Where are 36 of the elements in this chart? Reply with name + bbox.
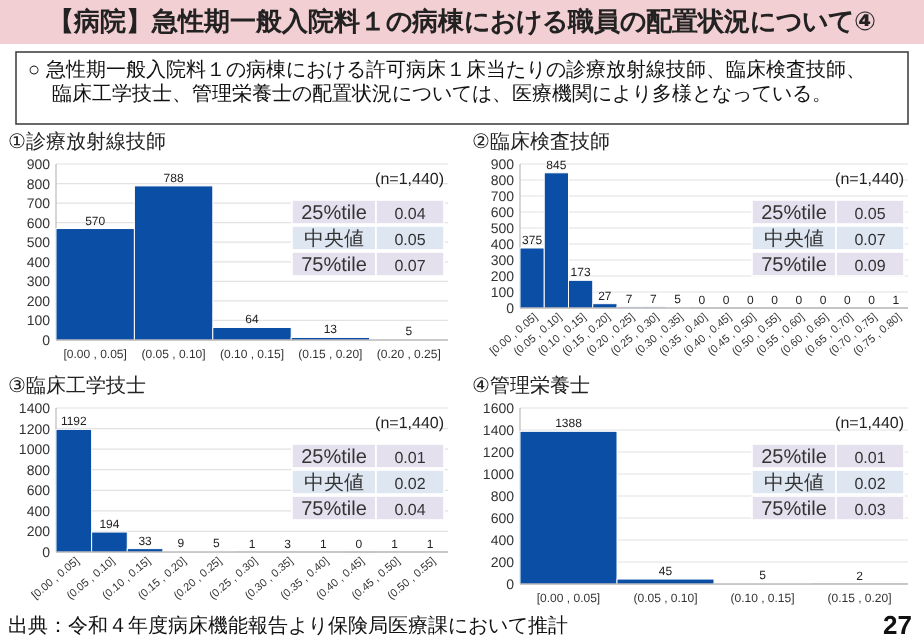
annotation: 中央値 xyxy=(304,471,364,495)
annotation: 0.02 xyxy=(854,475,887,493)
annotation: 中央値 xyxy=(304,227,364,251)
annotation: 0.04 xyxy=(394,205,427,223)
annotation: 0.05 xyxy=(854,205,887,223)
annotation: 0.01 xyxy=(854,449,887,467)
annotation: 0.02 xyxy=(394,475,427,493)
annotation: 25%tile xyxy=(301,203,368,225)
chart-title: ②臨床検査技師 xyxy=(472,130,610,154)
annotation: 0.07 xyxy=(854,231,887,249)
annotation: 0.05 xyxy=(394,231,427,249)
chart-title: ①診療放射線技師 xyxy=(8,130,166,154)
annotation: 25%tile xyxy=(301,447,368,469)
annotation: 中央値 xyxy=(764,227,824,251)
annotation: 25%tile xyxy=(761,203,828,225)
text: 27 xyxy=(883,610,912,640)
annotation: 0.04 xyxy=(394,501,427,519)
annotation: 0.03 xyxy=(854,501,887,519)
text: 【病院】急性期一般入院料１の病棟における職員の配置状況について④ xyxy=(47,6,877,36)
annotation: 75%tile xyxy=(301,255,368,277)
annotation: (n=1,440) xyxy=(835,414,905,432)
annotation: 75%tile xyxy=(301,499,368,521)
annotation: 中央値 xyxy=(764,471,824,495)
annotation: 0.09 xyxy=(854,257,887,275)
annotation: 0.07 xyxy=(394,257,427,275)
annotation: (n=1,440) xyxy=(375,170,445,188)
annotation: 75%tile xyxy=(761,255,828,277)
annotation: (n=1,440) xyxy=(835,170,905,188)
source-note: 出典：令和４年度病床機能報告より保険局医療課において推計 xyxy=(8,614,568,638)
chart-title: ④管理栄養士 xyxy=(472,374,590,398)
annotation: 25%tile xyxy=(761,447,828,469)
annotation: 75%tile xyxy=(761,499,828,521)
text: ○ 急性期一般入院料１の病棟における許可病床１床当たりの診療放射線技師、臨床検査技師、臨床工学技士、管理栄養士の配置状況については、医療機関により多様となっている。 xyxy=(28,58,866,106)
chart-title: ③臨床工学技士 xyxy=(8,374,146,398)
annotation: (n=1,440) xyxy=(375,414,445,432)
annotation: 0.01 xyxy=(394,449,427,467)
